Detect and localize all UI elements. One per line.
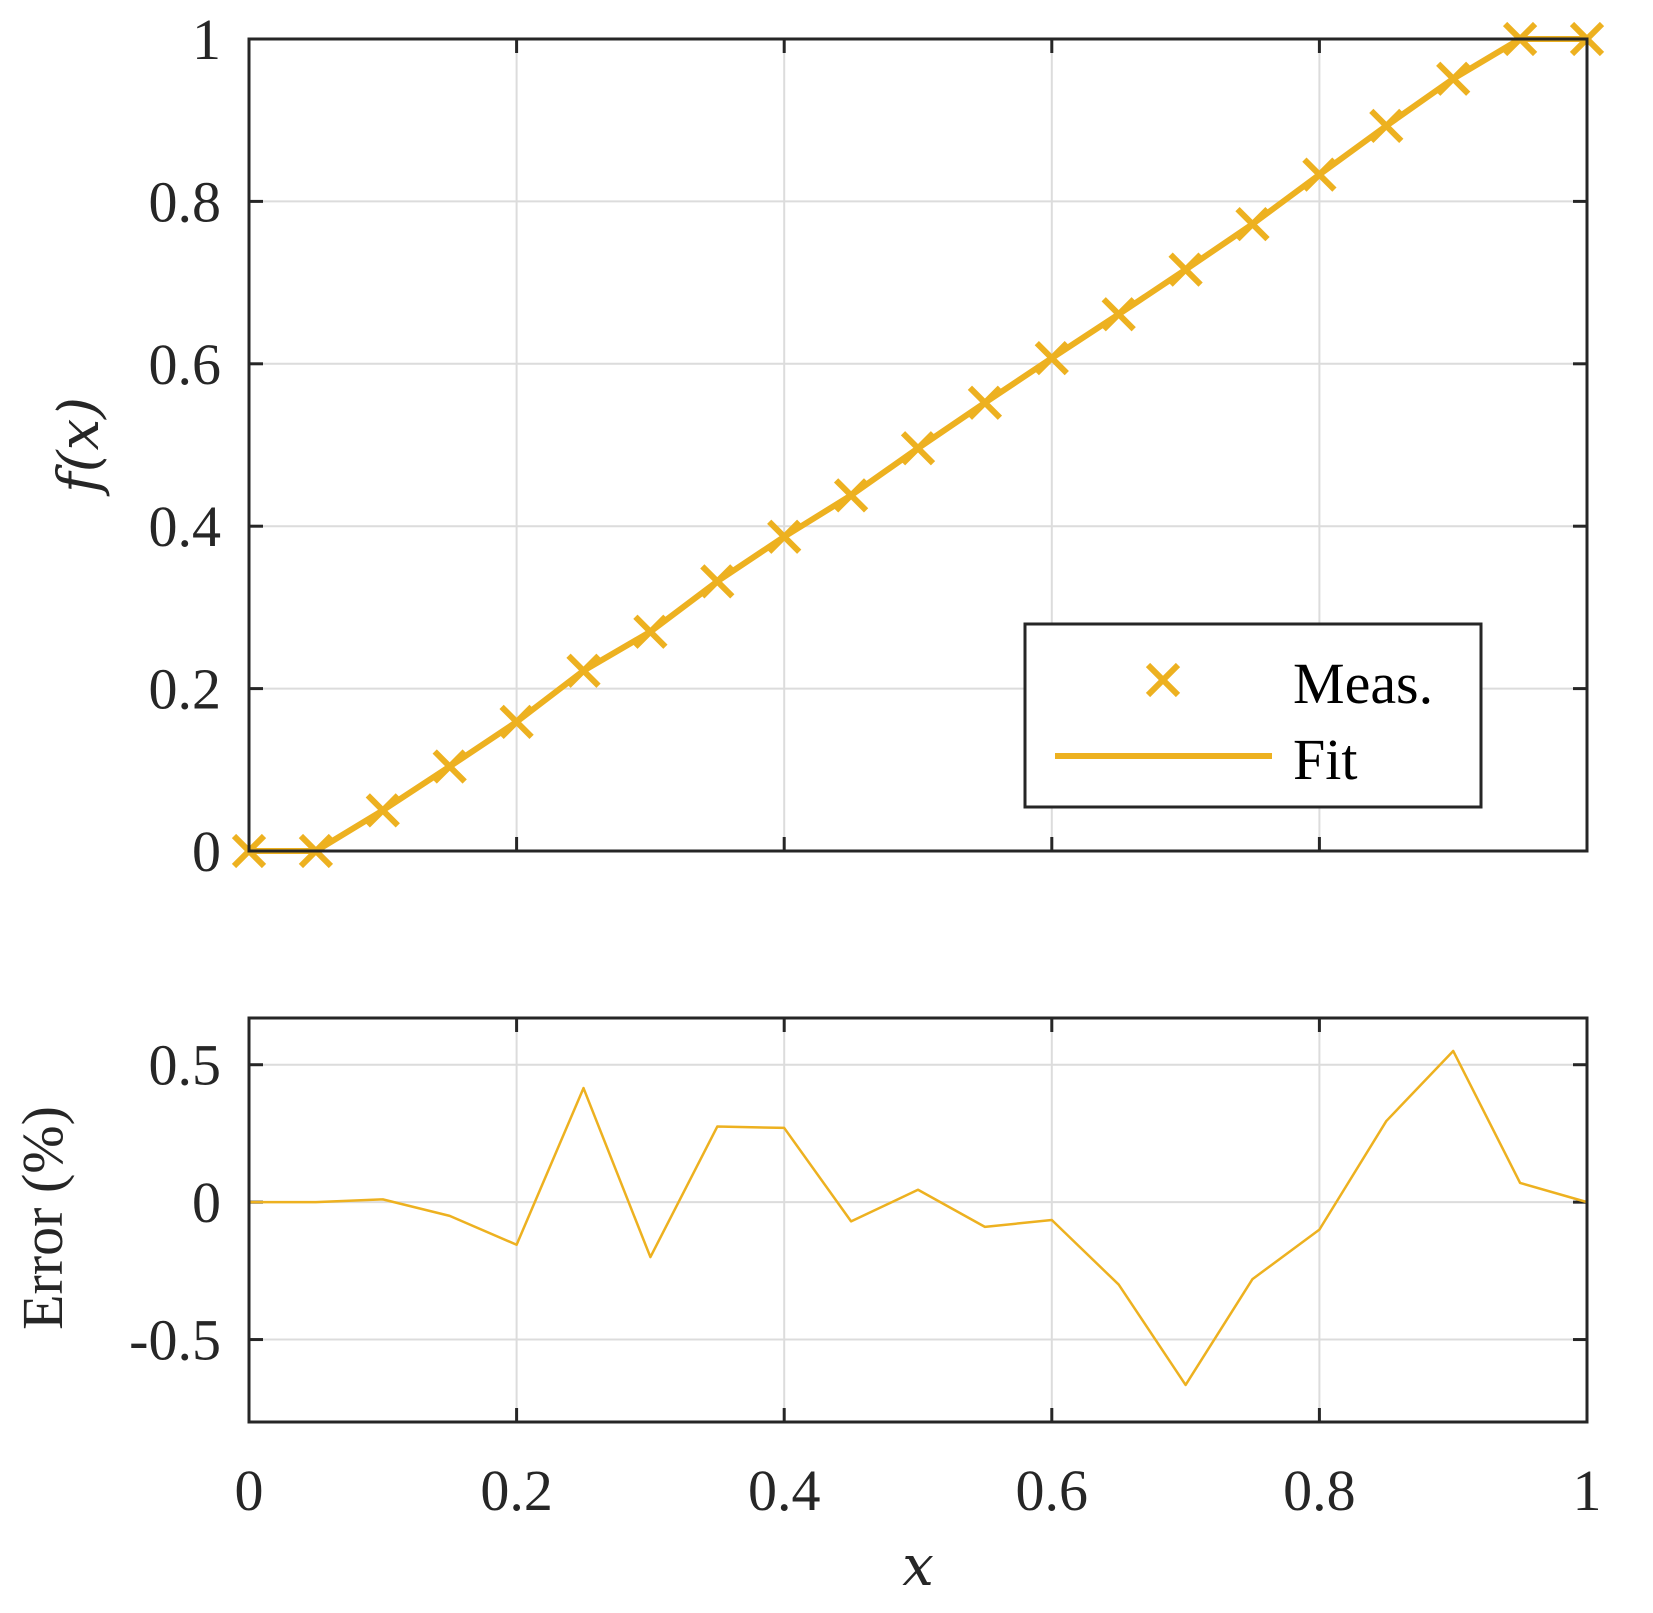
top-tick-labels: 0 0.2 0.4 0.6 0.8 1 — [149, 7, 222, 884]
data-point-marker — [1034, 340, 1069, 376]
data-point-marker — [499, 704, 534, 740]
y-tick-label: 0.5 — [149, 1033, 222, 1098]
x-axis-label: x — [902, 1534, 934, 1599]
data-point-marker — [1436, 61, 1471, 96]
x-tick-label: 0.6 — [1016, 1458, 1089, 1523]
bottom-axes-frame — [247, 1016, 1589, 1424]
legend-label-meas: Meas. — [1293, 651, 1433, 716]
bottom-tick-labels: 0 0.2 0.4 0.6 0.8 1 -0.5 0 0.5 — [129, 1033, 1601, 1523]
bottom-ticks — [247, 1018, 1589, 1422]
legend-label-fit: Fit — [1293, 727, 1358, 792]
bottom-y-axis-label: Error (%) — [10, 1106, 75, 1330]
data-point-marker — [1101, 297, 1136, 332]
legend-box — [1023, 622, 1483, 809]
y-tick-label: 0.2 — [149, 657, 222, 722]
y-tick-label: 0 — [192, 819, 221, 884]
data-point-marker — [833, 478, 869, 513]
data-point-marker — [767, 519, 802, 554]
data-point-marker — [967, 385, 1003, 420]
bottom-grid — [248, 1018, 1588, 1422]
x-tick-label: 0 — [235, 1458, 264, 1523]
top-y-axis-label: f(x) — [47, 397, 112, 497]
legend: Meas. Fit — [1023, 622, 1483, 809]
legend-meas-marker — [1145, 662, 1181, 698]
data-point-marker — [566, 653, 601, 688]
data-point-marker — [1369, 108, 1404, 144]
data-point-marker — [700, 564, 735, 599]
y-tick-label: 0 — [192, 1170, 221, 1235]
x-tick-label: 0.8 — [1283, 1458, 1356, 1523]
data-point-marker — [900, 431, 936, 466]
data-point-marker — [432, 749, 467, 784]
bottom-series — [249, 1049, 1588, 1387]
y-tick-label: 1 — [192, 7, 221, 72]
y-tick-label: -0.5 — [129, 1308, 221, 1373]
top-series — [231, 21, 1605, 869]
data-point-marker — [365, 793, 400, 828]
x-tick-label: 0.2 — [480, 1458, 553, 1523]
top-axes-frame — [247, 37, 1589, 853]
y-tick-label: 0.6 — [149, 332, 222, 397]
data-point-marker — [1302, 157, 1337, 192]
data-point-marker — [1168, 252, 1203, 287]
y-tick-label: 0.8 — [149, 169, 222, 234]
y-tick-label: 0.4 — [149, 494, 222, 559]
bottom-axes: 0 0.2 0.4 0.6 0.8 1 -0.5 0 0.5 Error (%) x — [10, 1016, 1602, 1599]
data-point-marker — [633, 614, 668, 649]
x-tick-label: 1 — [1573, 1458, 1602, 1523]
top-axes: 0 0.2 0.4 0.6 0.8 1 f(x) Meas. Fit — [47, 7, 1605, 884]
series-line — [249, 1049, 1588, 1387]
x-tick-label: 0.4 — [748, 1458, 821, 1523]
data-point-marker — [1235, 207, 1270, 242]
